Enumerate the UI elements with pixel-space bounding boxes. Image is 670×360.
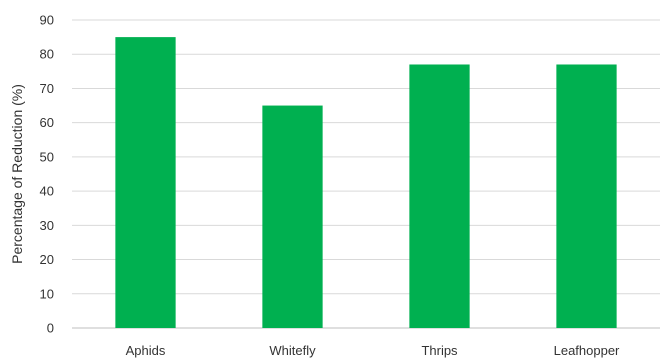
x-tick-label: Thrips — [421, 343, 458, 358]
y-tick-label: 90 — [40, 13, 54, 28]
y-axis-tick-labels: 0 10 20 30 40 50 60 70 80 90 — [40, 13, 54, 336]
bar-whitefly — [262, 105, 323, 328]
x-tick-label: Aphids — [126, 343, 166, 358]
y-axis-title: Percentage of Reduction (%) — [9, 84, 25, 264]
bar-aphids — [115, 37, 176, 328]
x-tick-label: Leafhopper — [554, 343, 620, 358]
x-tick-label: Whitefly — [269, 343, 316, 358]
y-tick-label: 20 — [40, 252, 54, 267]
x-axis-tick-labels: Aphids Whitefly Thrips Leafhopper — [126, 343, 620, 358]
y-tick-label: 60 — [40, 115, 54, 130]
y-tick-label: 40 — [40, 184, 54, 199]
y-tick-label: 10 — [40, 286, 54, 301]
y-tick-label: 0 — [47, 321, 54, 336]
y-tick-label: 50 — [40, 149, 54, 164]
bars — [115, 37, 617, 328]
bar-thrips — [409, 64, 470, 328]
y-tick-label: 30 — [40, 218, 54, 233]
y-tick-label: 70 — [40, 81, 54, 96]
bar-leafhopper — [556, 64, 617, 328]
y-tick-label: 80 — [40, 47, 54, 62]
